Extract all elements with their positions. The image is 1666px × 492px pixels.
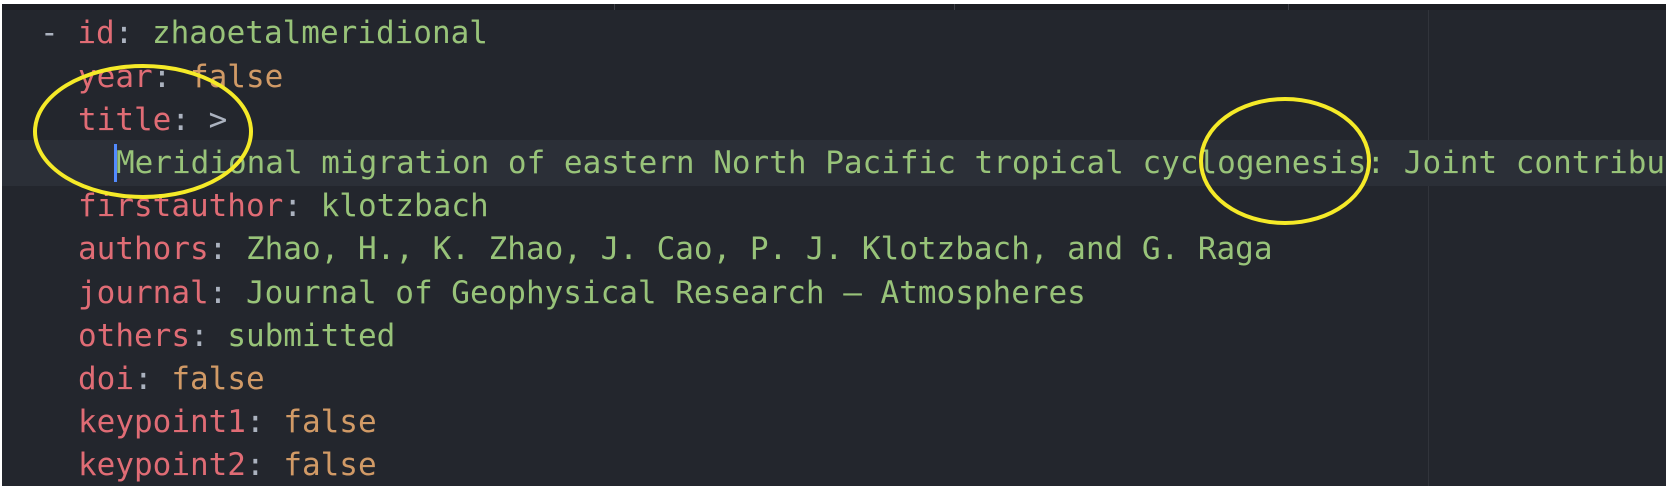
code-line[interactable]: others: submitted [2, 313, 1666, 359]
yaml-separator: : [245, 404, 284, 440]
yaml-separator: : [189, 318, 228, 354]
editor-tab-bar-edge [2, 4, 1666, 10]
code-line[interactable]: journal: Journal of Geophysical Research… [2, 270, 1666, 316]
yaml-value: Journal of Geophysical Research – Atmosp… [245, 275, 1086, 311]
yaml-value: Meridional migration of eastern North Pa… [116, 145, 1666, 181]
yaml-key: others [78, 318, 190, 354]
annotation-circle-colon [1199, 97, 1371, 225]
tab-divider [614, 4, 615, 10]
yaml-key: keypoint2 [78, 447, 246, 483]
code-line[interactable]: firstauthor: klotzbach [2, 183, 1666, 229]
tab-divider [1288, 4, 1289, 10]
yaml-key: keypoint1 [78, 404, 246, 440]
wrap-guide [1428, 10, 1429, 486]
yaml-key: journal [78, 275, 209, 311]
yaml-separator: : [134, 361, 172, 397]
code-line[interactable]: keypoint1: false [2, 399, 1666, 445]
code-line[interactable]: authors: Zhao, H., K. Zhao, J. Cao, P. J… [2, 226, 1666, 272]
code-line[interactable]: keypoint2: false [2, 442, 1666, 486]
yaml-value: submitted [227, 318, 396, 354]
yaml-separator: : [114, 15, 152, 51]
yaml-separator: : [208, 231, 246, 267]
code-line-active[interactable]: Meridional migration of eastern North Pa… [2, 140, 1666, 186]
yaml-separator: : [245, 447, 284, 483]
yaml-value: false [283, 447, 377, 483]
yaml-key: doi [78, 361, 134, 397]
code-line[interactable]: - id: zhaoetalmeridional [2, 10, 1666, 56]
yaml-value: zhaoetalmeridional [151, 15, 488, 51]
yaml-value: false [283, 404, 377, 440]
tab-divider [954, 4, 955, 10]
yaml-separator: : [283, 188, 321, 224]
yaml-key: id [77, 15, 115, 51]
annotation-circle-title [33, 64, 253, 199]
yaml-value: klotzbach [320, 188, 489, 224]
code-editor[interactable]: - id: zhaoetalmeridional year: false tit… [2, 4, 1666, 486]
code-line[interactable]: doi: false [2, 356, 1666, 402]
yaml-key: authors [78, 231, 209, 267]
code-line[interactable]: year: false [2, 54, 1666, 100]
list-dash: - [40, 15, 78, 51]
yaml-value: Zhao, H., K. Zhao, J. Cao, P. J. Klotzba… [245, 231, 1273, 267]
yaml-value: false [171, 361, 265, 397]
yaml-separator: : [208, 275, 246, 311]
